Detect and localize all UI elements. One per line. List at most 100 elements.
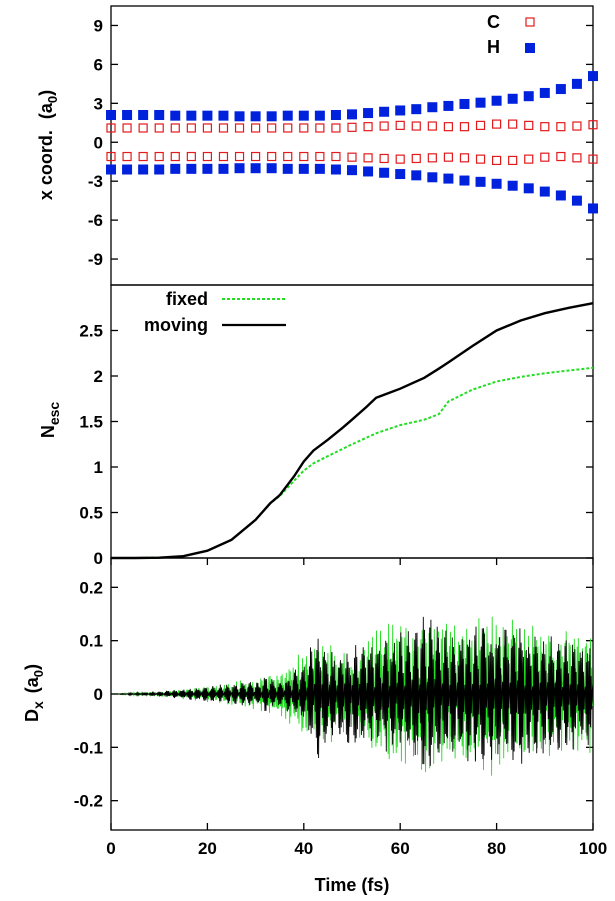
c-point <box>170 151 180 162</box>
c-point <box>106 123 116 133</box>
xtick-label: 20 <box>198 839 217 858</box>
h-point <box>314 110 325 121</box>
panel-middle-lines <box>111 302 594 560</box>
c-point <box>588 120 598 130</box>
legend-h-label: H <box>487 37 500 57</box>
legend-c-label: C <box>487 12 500 32</box>
c-point <box>234 123 245 133</box>
h-point <box>298 163 309 174</box>
c-point <box>556 122 566 132</box>
ytick-label: 0.5 <box>79 504 103 523</box>
bot-ylabel-unit-sub: 0 <box>31 670 46 677</box>
c-point <box>395 120 405 130</box>
h-point <box>122 164 133 175</box>
panel-top-yticks: -9 -6 -3 0 3 6 9 <box>88 16 593 269</box>
h-point <box>106 110 116 121</box>
svg-text:Nesc: Nesc <box>38 402 62 439</box>
h-point <box>266 163 277 174</box>
h-point <box>250 163 261 174</box>
h-point <box>443 100 454 111</box>
c-point <box>492 119 502 129</box>
c-point <box>267 123 277 133</box>
h-point <box>250 111 261 122</box>
h-point <box>330 110 341 121</box>
c-point <box>363 122 373 132</box>
c-point <box>411 121 421 131</box>
series-fixed-line <box>111 366 594 559</box>
bot-ylabel-sub: x <box>30 701 46 709</box>
c-point <box>427 121 437 131</box>
h-point <box>282 110 293 121</box>
top-ylabel-unit: (a <box>36 102 56 119</box>
ytick-label: 2.5 <box>79 322 103 341</box>
h-point <box>475 97 486 108</box>
h-point <box>122 110 133 121</box>
panel-bottom: -0.2-0.100.10.2 0 20 40 60 80 100 Dx(a0) Time… <box>22 557 607 895</box>
c-point <box>154 151 164 162</box>
ytick-label: 9 <box>94 16 103 35</box>
c-point <box>556 151 566 162</box>
c-point <box>475 154 486 164</box>
h-point <box>555 190 566 201</box>
h-point <box>347 165 357 176</box>
c-point <box>315 123 325 133</box>
ytick-label: -3 <box>88 172 103 191</box>
x-axis-label: Time (fs) <box>315 875 390 895</box>
panel-bottom-lines <box>111 616 594 776</box>
c-point <box>331 151 341 162</box>
legend-h-marker <box>525 43 535 53</box>
h-point <box>491 95 502 106</box>
ytick-label: -0.1 <box>74 738 103 757</box>
c-point <box>540 152 550 162</box>
h-point <box>491 178 502 189</box>
c-point <box>492 155 502 166</box>
c-point <box>299 123 309 133</box>
h-point <box>443 173 454 184</box>
h-point <box>138 110 149 121</box>
c-point <box>122 123 132 133</box>
panel-middle-yticks: 0 0.5 1 1.5 2 2.5 <box>79 322 593 568</box>
h-point <box>234 163 245 174</box>
c-point <box>379 121 389 131</box>
h-point <box>330 164 341 175</box>
h-point <box>507 93 518 104</box>
h-point <box>523 183 534 194</box>
ytick-label: -0.2 <box>74 792 103 811</box>
c-point <box>299 151 309 162</box>
legend-fixed-label: fixed <box>166 289 208 309</box>
panel-bottom-xticks: 0 20 40 60 80 100 <box>106 558 607 858</box>
c-point <box>218 151 229 162</box>
c-point <box>379 153 389 164</box>
c-point <box>524 154 534 164</box>
c-point <box>202 151 212 162</box>
h-point <box>475 176 486 187</box>
panel-top-frame <box>110 5 594 286</box>
top-ylabel-text: x coord. <box>36 130 56 200</box>
h-point <box>266 111 277 122</box>
xtick-label: 0 <box>106 839 115 858</box>
c-point <box>170 123 180 133</box>
bot-ylabel-text: D <box>22 709 42 722</box>
h-point <box>539 186 550 197</box>
c-point <box>508 119 518 129</box>
xtick-label: 40 <box>294 839 313 858</box>
xtick-label: 80 <box>487 839 506 858</box>
c-point <box>283 123 293 133</box>
h-point <box>363 108 374 119</box>
h-point <box>459 98 470 109</box>
h-point <box>154 110 165 121</box>
h-point <box>314 163 325 174</box>
h-point <box>106 164 116 175</box>
ytick-label: -9 <box>88 250 103 269</box>
legend-c-marker <box>525 17 535 27</box>
ytick-label: 0.2 <box>79 578 103 597</box>
h-point <box>555 84 566 95</box>
panel-middle: 0 0.5 1 1.5 2 2.5 Nesc fixed moving <box>38 284 594 568</box>
h-point <box>170 163 181 174</box>
c-point <box>154 123 164 133</box>
ytick-label: 0 <box>94 549 103 568</box>
c-point <box>572 153 582 163</box>
h-point <box>154 164 165 175</box>
panel-top-points <box>106 71 598 214</box>
